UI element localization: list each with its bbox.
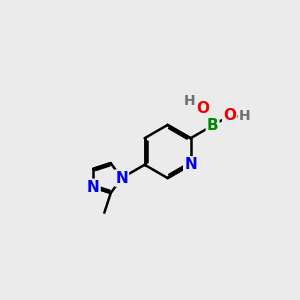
Text: B: B: [207, 118, 218, 133]
Text: N: N: [184, 157, 197, 172]
Text: H: H: [239, 109, 250, 123]
Text: H: H: [184, 94, 196, 108]
Text: N: N: [87, 180, 100, 195]
Text: O: O: [196, 101, 209, 116]
Text: O: O: [223, 108, 236, 123]
Text: N: N: [115, 171, 128, 186]
